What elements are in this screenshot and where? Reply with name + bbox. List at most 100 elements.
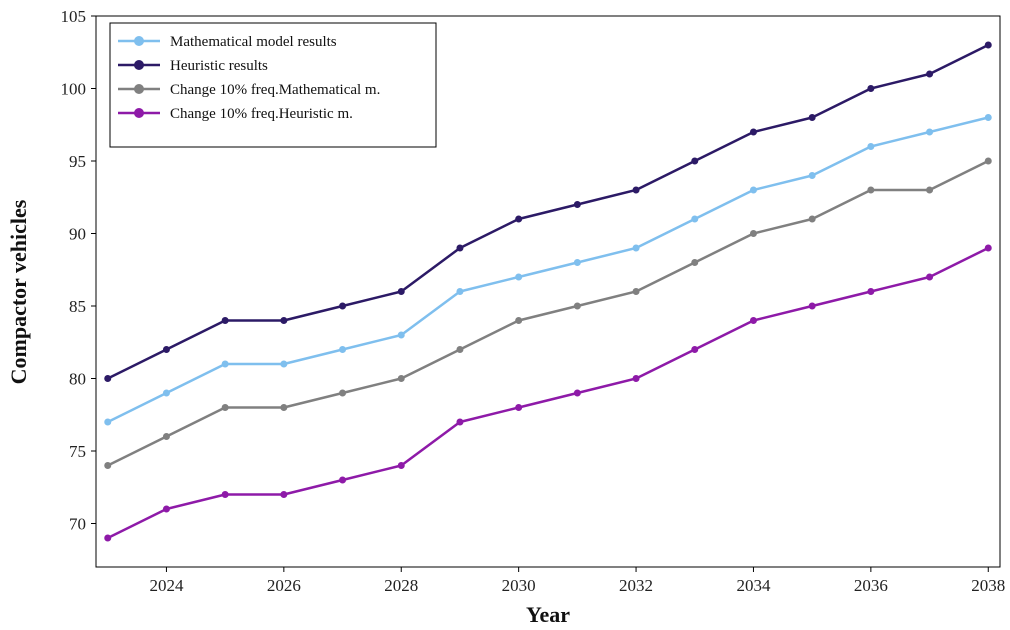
data-point [397,331,405,339]
data-point [749,186,757,194]
data-point [280,491,288,498]
legend-swatch-marker [134,36,144,46]
data-point [104,418,112,426]
data-point [162,505,170,513]
series-line [107,116,989,424]
y-tick-label: 95 [69,152,86,171]
data-point [926,186,934,194]
y-tick-label: 70 [69,515,86,534]
data-point [456,346,464,353]
y-tick-label: 85 [69,297,86,316]
data-point [339,346,347,353]
data-point [691,157,699,165]
x-tick-label: 2028 [384,576,418,595]
x-tick-label: 2036 [854,576,888,595]
series-3 [104,244,992,542]
data-point [691,259,699,266]
legend-label: Mathematical model results [170,34,337,50]
data-point [926,273,934,281]
data-point [221,404,229,411]
data-point [456,288,464,295]
x-tick-label: 2026 [267,576,301,595]
data-point [162,433,170,440]
data-point [926,128,934,136]
data-point [221,491,229,498]
data-point [632,375,640,382]
series-layer [104,41,992,542]
data-point [339,389,347,397]
series-line [107,43,989,380]
data-point [515,273,523,281]
y-tick-label: 75 [69,442,86,461]
data-point [515,317,523,324]
legend-label: Heuristic results [170,58,268,74]
legend-label: Change 10% freq.Heuristic m. [170,106,353,122]
axis-ticks: 2024 2026 2028 2030 2032 2034 2036 2038 70 75 80 85… [61,7,1006,595]
data-point [339,476,347,484]
y-tick-label: 100 [61,80,87,99]
data-point [456,418,464,426]
data-point [749,230,757,237]
data-point [691,215,699,223]
data-point [984,244,992,252]
data-point [808,114,816,121]
data-point [926,70,934,78]
data-point [867,85,875,92]
data-point [691,346,699,353]
legend: Mathematical model results Heuristic resu… [109,22,437,148]
data-point [515,215,523,223]
data-point [573,302,581,310]
legend-swatch-marker [134,60,144,70]
data-point [456,244,464,252]
data-point [573,389,581,397]
data-point [632,186,640,194]
y-tick-label: 90 [69,225,86,244]
legend-label: Change 10% freq.Mathematical m. [170,82,380,98]
series-1 [104,41,992,382]
data-point [632,244,640,252]
y-tick-label: 80 [69,370,86,389]
data-point [632,288,640,295]
data-point [867,143,875,150]
data-point [221,360,229,368]
legend-swatch-marker [134,108,144,118]
data-point [221,317,229,324]
x-tick-label: 2034 [736,576,771,595]
data-point [397,288,405,295]
data-point [867,186,875,194]
data-point [162,346,170,353]
data-point [808,215,816,223]
data-point [104,462,112,469]
series-2 [104,157,992,469]
x-tick-label: 2030 [502,576,536,595]
data-point [573,259,581,266]
series-line [107,246,989,540]
legend-box [109,22,437,148]
x-tick-label: 2024 [149,576,184,595]
data-point [749,128,757,136]
data-point [515,404,523,411]
data-point [339,302,347,310]
data-point [749,317,757,324]
x-tick-label: 2032 [619,576,653,595]
data-point [280,404,288,411]
data-point [984,157,992,165]
data-point [162,389,170,397]
data-point [280,317,288,324]
data-point [397,462,405,469]
y-tick-label: 105 [61,7,87,26]
legend-swatch-marker [134,84,144,94]
data-point [984,114,992,121]
data-point [808,302,816,310]
y-axis-title: Compactor vehicles [6,199,31,384]
x-axis-title: Year [526,602,570,627]
data-point [573,201,581,208]
data-point [397,375,405,382]
series-line [107,159,989,467]
data-point [280,360,288,368]
data-point [808,172,816,179]
data-point [867,288,875,295]
x-tick-label: 2038 [971,576,1005,595]
data-point [984,41,992,49]
